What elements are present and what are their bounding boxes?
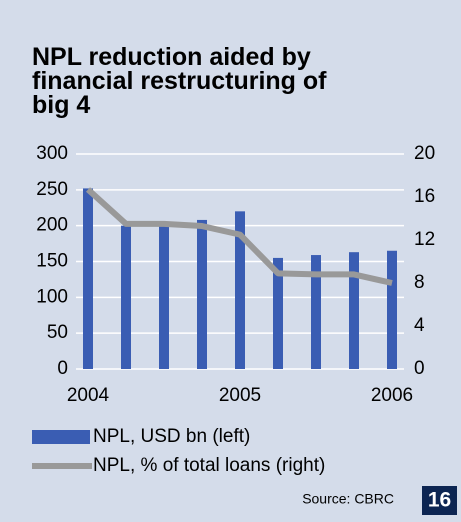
legend-label: NPL, % of total loans (right)	[93, 455, 325, 476]
legend-swatch	[32, 430, 90, 444]
y2-tick-label: 12	[414, 229, 435, 250]
x-tick-label: 2004	[67, 385, 110, 406]
x-tick-label: 2006	[371, 385, 413, 406]
x-tick-label: 2005	[219, 385, 261, 406]
page-number: 16	[428, 489, 451, 512]
y-tick-label: 300	[36, 143, 68, 164]
page-number-box	[422, 486, 457, 515]
y-tick-label: 100	[36, 286, 68, 307]
bar	[159, 224, 169, 369]
y-tick-label: 150	[36, 251, 68, 272]
line	[85, 187, 393, 286]
y2-tick-label: 8	[414, 272, 425, 293]
bar	[197, 219, 207, 369]
bar	[349, 252, 359, 369]
chart-title: NPL reduction aided by	[32, 43, 311, 71]
legend-label: NPL, USD bn (left)	[93, 426, 250, 447]
y-tick-label: 200	[36, 215, 68, 236]
y-tick-label: 0	[57, 358, 68, 379]
bar	[387, 250, 397, 369]
bar	[273, 257, 283, 369]
chart-title: big 4	[32, 91, 90, 119]
bar	[311, 255, 321, 369]
y-tick-label: 250	[36, 179, 68, 200]
bar	[121, 225, 131, 369]
y2-tick-label: 20	[414, 143, 435, 164]
source: Source: CBRC	[302, 491, 394, 507]
y-tick-label: 50	[47, 322, 68, 343]
bar	[235, 211, 245, 369]
bar	[83, 188, 93, 369]
chart-title: financial restructuring of	[32, 67, 327, 95]
y2-tick-label: 16	[414, 186, 435, 207]
y2-tick-label: 4	[414, 315, 425, 336]
y2-tick-label: 0	[414, 358, 425, 379]
